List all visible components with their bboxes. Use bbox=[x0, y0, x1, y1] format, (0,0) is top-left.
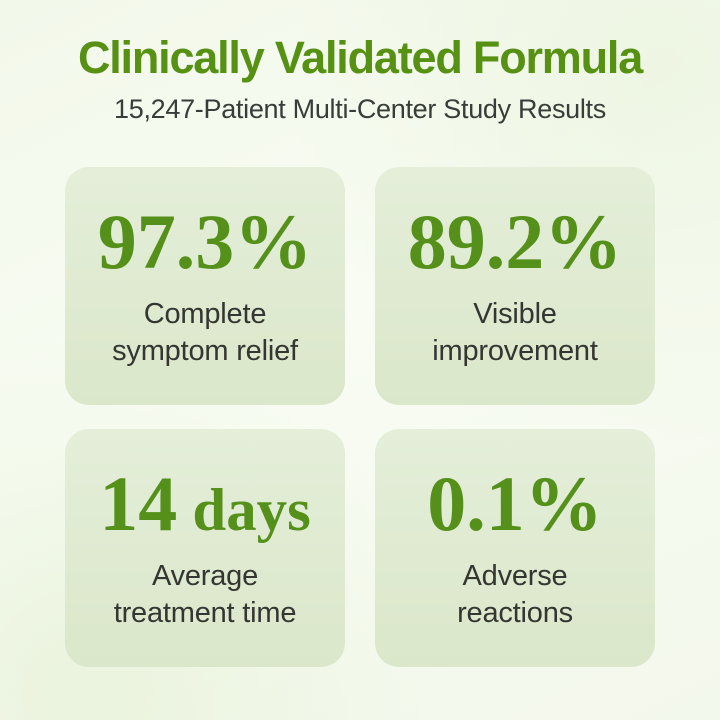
stat-value: 89.2% bbox=[408, 202, 623, 281]
page-subtitle: 15,247-Patient Multi-Center Study Result… bbox=[114, 93, 606, 124]
stat-label: Average treatment time bbox=[113, 559, 297, 629]
stat-value-unit: days bbox=[177, 476, 311, 544]
stat-card-complete-symptom-relief: 97.3% Complete symptom relief bbox=[65, 167, 345, 405]
stat-value-number: 14 bbox=[99, 459, 178, 547]
stat-value: 0.1% bbox=[427, 464, 603, 543]
page-title: Clinically Validated Formula bbox=[77, 32, 643, 83]
header: Clinically Validated Formula 15,247-Pati… bbox=[0, 0, 720, 125]
stat-label: Complete symptom relief bbox=[112, 297, 298, 367]
stat-value: 14 days bbox=[99, 464, 311, 544]
stat-label: Adverse reactions bbox=[457, 559, 573, 629]
stat-value-number: 97.3% bbox=[97, 197, 313, 285]
stat-card-average-treatment-time: 14 days Average treatment time bbox=[65, 429, 345, 667]
stat-card-adverse-reactions: 0.1% Adverse reactions bbox=[375, 429, 655, 667]
stat-card-visible-improvement: 89.2% Visible improvement bbox=[375, 167, 655, 405]
stat-value: 97.3% bbox=[98, 202, 313, 281]
stat-value-number: 89.2% bbox=[407, 197, 623, 285]
stats-grid: 97.3% Complete symptom relief 89.2% Visi… bbox=[65, 167, 655, 667]
stat-label: Visible improvement bbox=[432, 297, 598, 367]
stat-value-number: 0.1% bbox=[427, 459, 603, 547]
